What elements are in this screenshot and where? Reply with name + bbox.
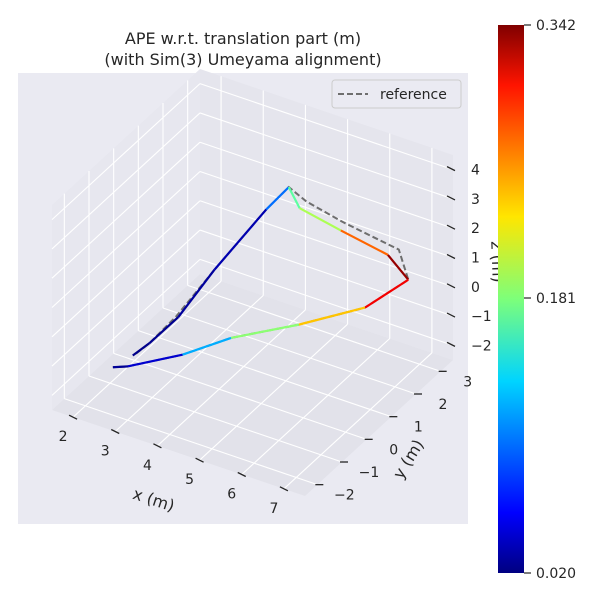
grid-line-z-left [51,141,201,279]
grid-line-y-floor [88,375,343,463]
z-tick-label: 0 [471,280,480,296]
z-tick-mark [446,166,456,172]
grid-line-z-back [199,200,454,288]
estimate-segment [177,268,216,318]
grid-line-z-back [199,83,454,171]
y-tick-label: 0 [389,442,398,458]
estimate-segment [340,229,389,256]
colorbar-label-max: 0.342 [536,18,576,34]
y-tick-label: −1 [359,465,380,481]
x-tick-mark [279,486,289,492]
y-tick-label: 3 [463,374,472,390]
x-tick-mark [153,443,162,449]
legend: reference [331,79,462,109]
grid-line-z-back [199,112,454,200]
z-tick-label: −1 [471,309,492,325]
grid-line-z-back [199,258,454,346]
x-tick-mark [195,457,204,463]
trajectory-series [112,185,410,369]
grid-line-z-left [51,200,201,338]
z-tick-label: 4 [471,163,480,179]
z-tick-mark [446,195,456,201]
grid-line-x-floor [199,323,348,461]
grid-line-z-left [51,112,201,250]
grid-line-x-floor [283,352,433,490]
legend-box [331,79,462,109]
grid-line-x-floor [157,309,306,447]
z-tick-mark [446,341,456,347]
estimate-segment [213,208,268,271]
estimate-segment [298,306,366,326]
estimate-segment [148,316,180,344]
grid-line-y-floor [138,330,392,418]
x-tick-label: 6 [227,487,236,503]
grid-line-z-left [51,171,201,308]
z-tick-mark [446,253,456,260]
grid-line-x-floor [241,338,391,475]
grid-line-x-floor [72,280,222,418]
estimate-segment [127,353,183,368]
grid-line-y-floor [113,352,367,440]
x-tick-label: 4 [143,458,152,474]
z-tick-label: 3 [471,192,480,208]
x-tick-label: 3 [101,444,110,460]
grid-line-z-back [199,170,454,259]
y-tick-label: 2 [439,397,448,413]
z-tick-mark [446,283,456,289]
grid-line-z-back [199,229,454,317]
z-tick-mark [446,224,456,230]
z-tick-label: 1 [471,251,480,267]
chart-title-line2: (with Sim(3) Umeyama alignment) [104,50,381,69]
colorbar-label-min: 0.020 [536,566,576,582]
estimate-segment [132,342,151,357]
estimate-segment [112,365,129,369]
estimate-segment [364,278,409,309]
x-tick-label: 7 [269,501,278,517]
estimate-segment [299,207,342,232]
grid-line-y-floor [187,284,441,372]
grid-line-z-back [199,141,454,229]
estimate-segment [182,336,232,356]
estimate-segment [387,254,410,281]
chart-title-line1: APE w.r.t. translation part (m) [125,29,361,48]
colorbar-gradient [498,25,524,573]
estimate-segment [230,323,300,340]
z-tick-label: 2 [471,221,480,237]
y-tick-label: 1 [414,420,423,436]
grid-lines [51,76,454,490]
grid-line-z-left [51,258,201,396]
x-tick-mark [237,471,247,478]
floor-pane [52,274,453,496]
x-tick-mark [110,428,120,435]
x-tick-label: 2 [59,429,68,445]
grid-line-x-floor [114,295,264,432]
grid-line-z-left [51,83,201,221]
estimate-segment [287,186,301,209]
grid-line-y-floor [64,398,318,486]
grid-line-y-floor [162,307,417,395]
grid-line-z-left [51,229,201,367]
z-tick-mark [446,312,456,318]
x-tick-mark [68,414,78,420]
z-tick-label: −2 [471,338,492,354]
estimate-segment [265,186,290,211]
legend-reference-label: reference [380,87,447,103]
colorbar: 0.342 0.181 0.020 [498,18,576,582]
x-tick-label: 5 [185,472,194,488]
y-tick-label: −2 [334,488,355,504]
colorbar-label-mid: 0.181 [536,291,576,307]
